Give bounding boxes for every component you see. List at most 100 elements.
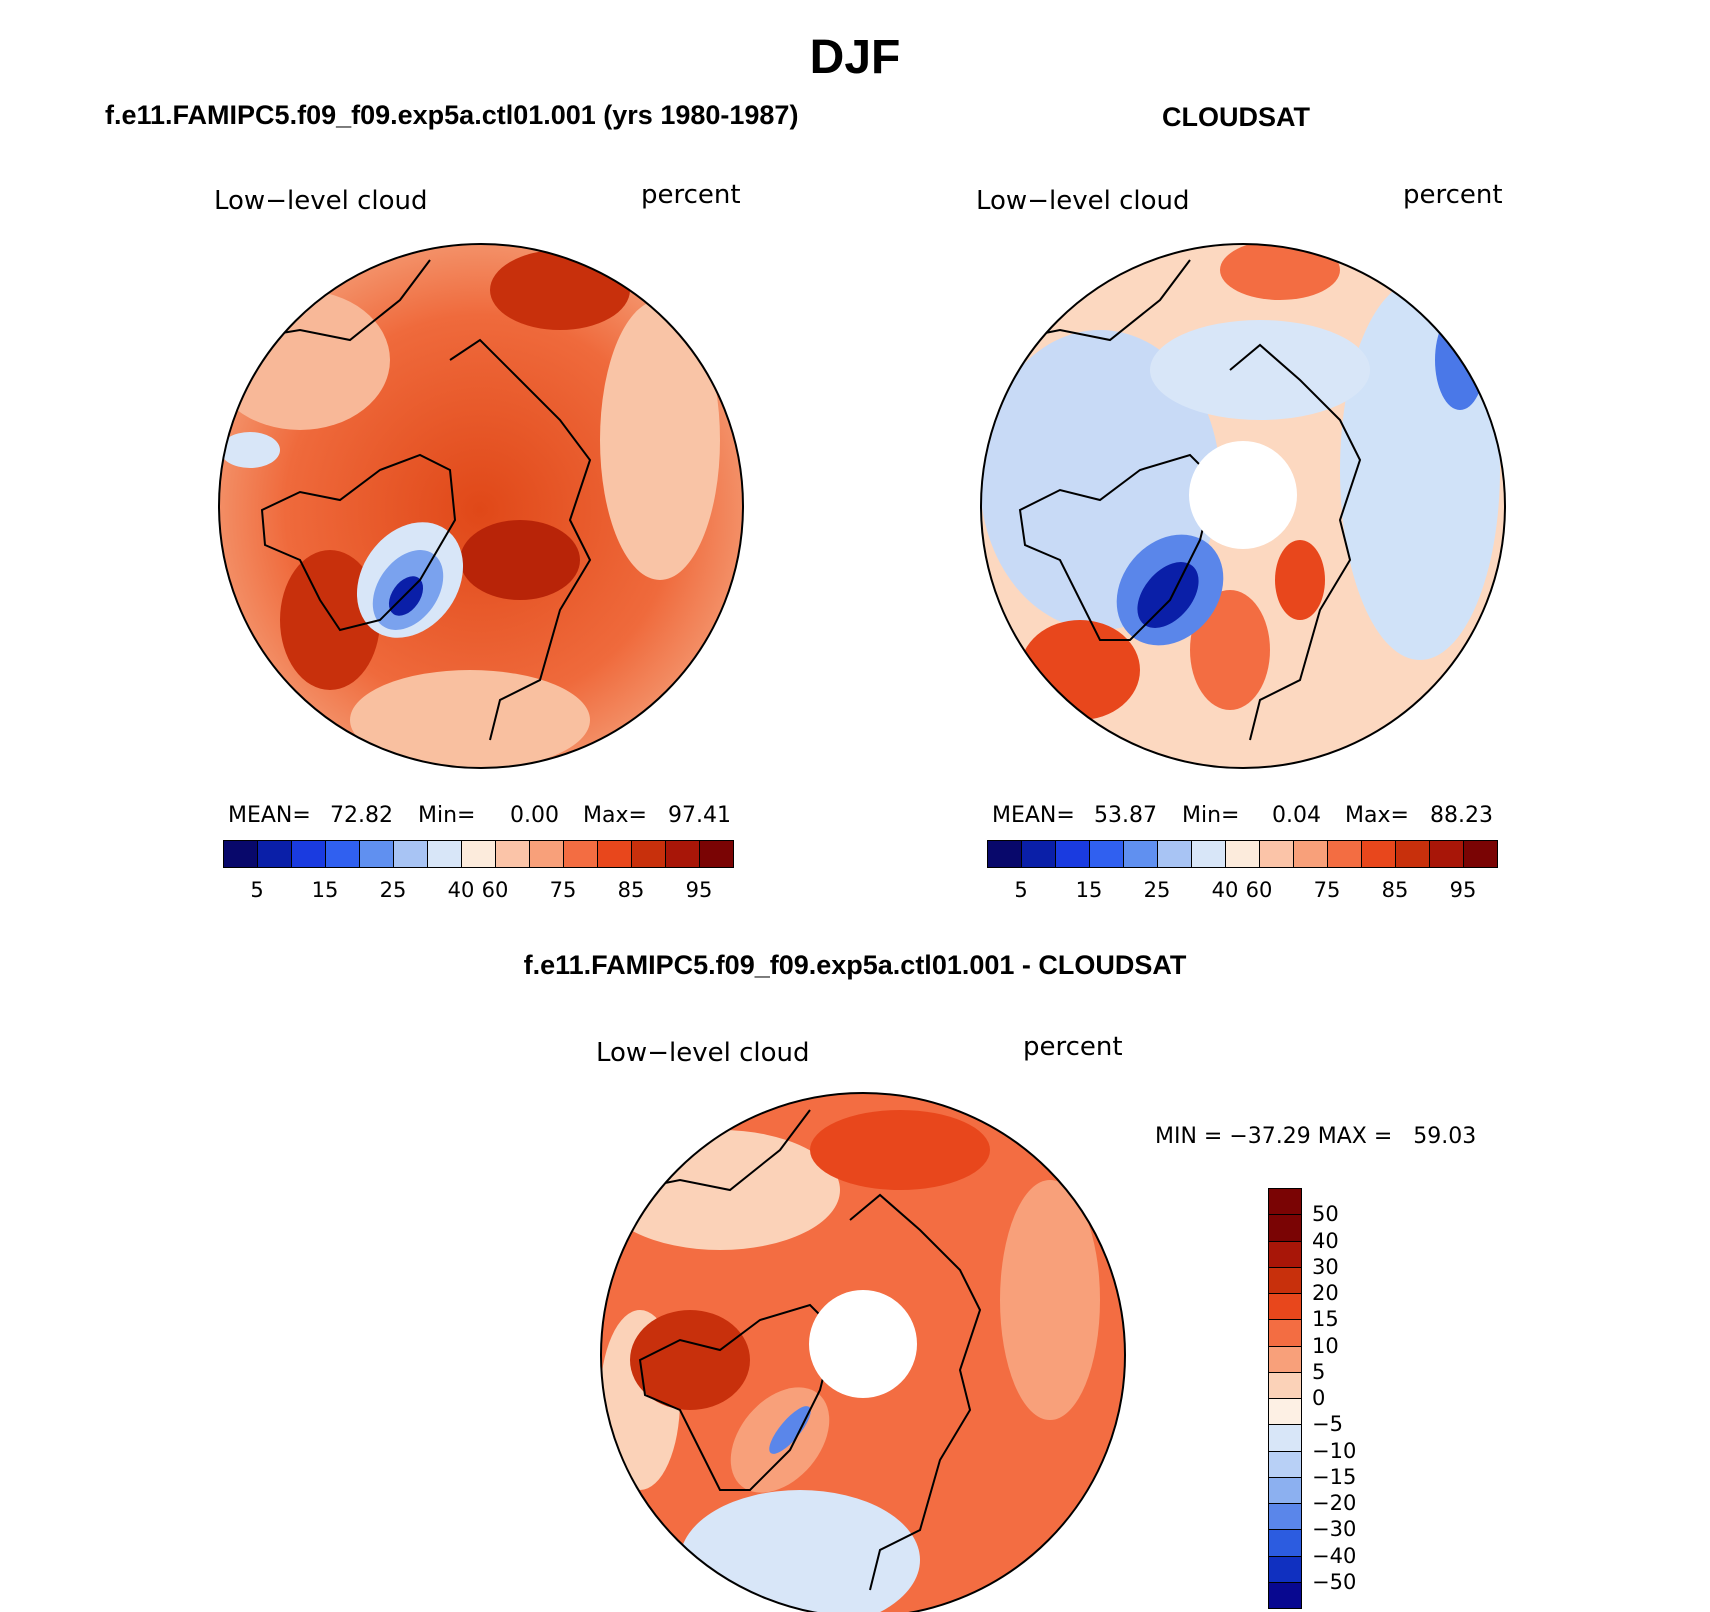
obs-colorbar-swatch (1293, 840, 1328, 868)
diff-colorbar-tick-label: 15 (1312, 1307, 1339, 1332)
diff-colorbar-swatch (1268, 1398, 1302, 1426)
model-min-value: 0.00 (510, 803, 559, 828)
diff-colorbar-tick-label: −30 (1312, 1517, 1357, 1542)
diff-colorbar-swatch (1268, 1345, 1302, 1373)
diff-colorbar-swatch (1268, 1476, 1302, 1504)
model-colorbar-tick-label: 75 (549, 878, 577, 902)
model-coastline (449, 338, 592, 741)
diff-colorbar-tick-label: 10 (1312, 1333, 1339, 1358)
obs-colorbar-tick-label: 95 (1449, 878, 1477, 902)
obs-colorbar-swatch (1055, 840, 1090, 868)
diff-colorbar-tick-label: 50 (1312, 1202, 1339, 1227)
obs-colorbar (987, 840, 1498, 868)
model-colorbar-tick-label: 85 (617, 878, 645, 902)
obs-max-value: 88.23 (1430, 803, 1493, 828)
obs-field-label: Low−level cloud (976, 186, 1190, 216)
obs-colorbar-ticks: 5 15 25 40 60 75 85 95 (987, 878, 1497, 908)
model-max-label: Max= (583, 803, 647, 828)
diff-colorbar-tick-label: 20 (1312, 1281, 1339, 1305)
obs-colorbar-swatch (1327, 840, 1362, 868)
model-coastline (260, 453, 457, 632)
figure-title: DJF (809, 31, 901, 84)
obs-colorbar-tick-label: 75 (1313, 878, 1341, 902)
obs-min-label: Min= (1182, 803, 1240, 828)
diff-field-region (810, 1110, 990, 1190)
diff-colorbar-swatch (1268, 1581, 1302, 1609)
diff-colorbar-tick-label: −20 (1312, 1491, 1357, 1515)
obs-greenland-region (1137, 562, 1199, 628)
diff-coastline (849, 1193, 982, 1591)
diff-colorbar-swatch (1268, 1266, 1302, 1294)
diff-colorbar-swatch (1268, 1555, 1302, 1583)
diff-colorbar-tick-label: −15 (1312, 1464, 1357, 1489)
diff-field-region (1000, 1180, 1100, 1420)
diff-colorbar-swatch (1268, 1503, 1302, 1531)
model-colorbar (223, 840, 734, 868)
diff-greenland-region (769, 1406, 811, 1454)
obs-colorbar-swatch (1089, 840, 1124, 868)
diff-minmax-text: MIN = −37.29 MAX = 59.03 (1155, 1124, 1477, 1149)
obs-field-region (1190, 590, 1270, 710)
model-colorbar-tick-label: 25 (379, 878, 407, 902)
obs-colorbar-swatch (1361, 840, 1396, 868)
model-panel-header: f.e11.FAMIPC5.f09_f09.exp5a.ctl01.001 (y… (105, 100, 799, 130)
diff-coastline (638, 1303, 837, 1491)
diff-panel-header: f.e11.FAMIPC5.f09_f09.exp5a.ctl01.001 - … (523, 950, 1187, 980)
obs-colorbar-tick-label: 60 (1245, 878, 1273, 902)
diff-colorbar-swatch (1268, 1293, 1302, 1321)
model-colorbar-swatch (699, 840, 734, 868)
diff-colorbar-tick-label: 5 (1312, 1359, 1326, 1384)
model-colorbar-tick-label: 95 (685, 878, 713, 902)
obs-coastline (1229, 343, 1362, 741)
model-colorbar-tick-label: 15 (311, 878, 339, 902)
model-field-region (350, 670, 590, 768)
diff-map-border (600, 1092, 1126, 1612)
model-colorbar-ticks: 5 15 25 40 60 75 85 95 (223, 878, 733, 908)
diff-colorbar (1268, 1188, 1302, 1609)
diff-field-label: Low−level cloud (596, 1038, 810, 1068)
obs-pole-hole (1189, 441, 1297, 549)
diff-colorbar-tick-label: −10 (1312, 1438, 1357, 1463)
model-colorbar-tick-label: 5 (250, 878, 264, 902)
obs-colorbar-tick-label: 5 (1014, 878, 1028, 902)
diff-colorbar-swatch (1268, 1240, 1302, 1268)
model-colorbar-swatch (291, 840, 326, 868)
model-colorbar-swatch (563, 840, 598, 868)
model-colorbar-swatch (325, 840, 360, 868)
model-colorbar-swatch (359, 840, 394, 868)
obs-panel-header: CLOUDSAT (1162, 102, 1310, 132)
obs-colorbar-swatch (1191, 840, 1226, 868)
model-min-label: Min= (418, 803, 476, 828)
model-colorbar-swatch (461, 840, 496, 868)
obs-colorbar-tick-label: 15 (1075, 878, 1103, 902)
obs-colorbar-tick-label: 25 (1143, 878, 1171, 902)
obs-mean-label: MEAN= (992, 803, 1075, 828)
model-max-value: 97.41 (668, 803, 731, 828)
obs-field-region (1220, 244, 1340, 300)
obs-coastline (1018, 453, 1217, 641)
obs-colorbar-swatch (1463, 840, 1498, 868)
obs-units-label: percent (1403, 180, 1503, 210)
model-colorbar-swatch (665, 840, 700, 868)
model-field-region (280, 550, 380, 690)
model-colorbar-swatch (257, 840, 292, 868)
obs-colorbar-swatch (987, 840, 1022, 868)
diff-units-label: percent (1023, 1032, 1123, 1062)
diff-colorbar-tick-label: −40 (1312, 1543, 1357, 1568)
diff-colorbar-ticks: 50 40 30 20 15 10 5 0 −5 −10 −15 −20 −30 −40 −50 (1312, 1188, 1392, 1608)
diff-colorbar-swatch (1268, 1214, 1302, 1242)
obs-colorbar-tick-label: 40 (1211, 878, 1239, 902)
diff-pole-hole (809, 1290, 917, 1398)
obs-colorbar-tick-label: 85 (1381, 878, 1409, 902)
diff-colorbar-swatch (1268, 1188, 1302, 1216)
diff-field-region (630, 1310, 750, 1410)
diff-colorbar-swatch (1268, 1529, 1302, 1557)
obs-colorbar-swatch (1429, 840, 1464, 868)
model-colorbar-tick-label: 40 (447, 878, 475, 902)
model-colorbar-swatch (597, 840, 632, 868)
model-colorbar-tick-label: 60 (481, 878, 509, 902)
diff-colorbar-tick-label: −5 (1312, 1412, 1343, 1437)
